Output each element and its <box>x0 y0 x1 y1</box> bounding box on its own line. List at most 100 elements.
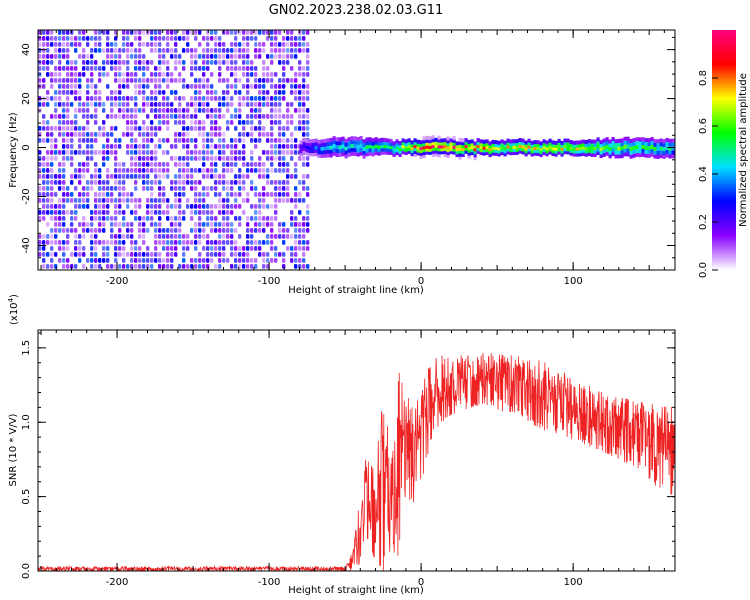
noise-cell <box>54 36 58 41</box>
noise-cell <box>114 258 118 263</box>
noise-cell <box>122 252 126 257</box>
noise-cell <box>270 84 274 89</box>
noise-cell <box>98 240 102 245</box>
noise-cell <box>238 42 242 47</box>
noise-cell <box>174 198 178 203</box>
noise-cell <box>114 246 118 251</box>
signal-cell <box>671 154 675 159</box>
noise-cell <box>246 36 250 41</box>
noise-cell <box>86 60 90 65</box>
noise-cell <box>302 174 306 179</box>
noise-cell <box>82 132 86 137</box>
noise-cell <box>198 192 202 197</box>
noise-cell <box>246 54 250 59</box>
noise-cell <box>82 228 86 233</box>
signal-cell <box>533 148 537 153</box>
noise-cell <box>190 186 194 191</box>
noise-cell <box>182 216 186 221</box>
noise-cell <box>74 114 78 119</box>
noise-cell <box>182 192 186 197</box>
noise-cell <box>174 228 178 233</box>
noise-cell <box>158 204 162 209</box>
noise-cell <box>262 186 266 191</box>
signal-cell <box>392 147 396 152</box>
noise-cell <box>70 132 74 137</box>
noise-cell <box>202 48 206 53</box>
noise-cell <box>102 252 106 257</box>
noise-cell <box>274 30 278 35</box>
noise-cell <box>74 126 78 131</box>
noise-cell <box>302 72 306 77</box>
signal-cell <box>653 146 657 151</box>
noise-cell <box>306 66 310 71</box>
signal-cell <box>449 150 453 155</box>
signal-cell <box>341 136 345 141</box>
noise-cell <box>286 228 290 233</box>
noise-cell <box>230 42 234 47</box>
noise-cell <box>130 198 134 203</box>
noise-cell <box>194 54 198 59</box>
noise-cell <box>114 198 118 203</box>
noise-cell <box>94 228 98 233</box>
noise-cell <box>78 36 82 41</box>
noise-cell <box>218 210 222 215</box>
signal-cell <box>338 137 342 142</box>
signal-cell <box>623 144 627 149</box>
signal-cell <box>380 144 384 149</box>
noise-cell <box>238 102 242 107</box>
noise-cell <box>210 72 214 77</box>
signal-cell <box>602 138 606 143</box>
noise-cell <box>290 198 294 203</box>
noise-cell <box>302 108 306 113</box>
noise-cell <box>102 186 106 191</box>
noise-cell <box>202 108 206 113</box>
noise-cell <box>114 138 118 143</box>
signal-cell <box>641 141 645 146</box>
signal-cell <box>464 141 468 145</box>
noise-cell <box>242 252 246 257</box>
noise-cell <box>266 132 270 137</box>
noise-cell <box>202 246 206 251</box>
noise-cell <box>166 168 170 173</box>
noise-cell <box>154 114 158 119</box>
noise-cell <box>146 186 150 191</box>
noise-cell <box>258 204 262 209</box>
noise-cell <box>86 162 90 167</box>
signal-cell <box>398 141 402 146</box>
noise-cell <box>290 234 294 239</box>
noise-cell <box>294 252 298 257</box>
signal-cell <box>437 135 441 140</box>
signal-cell <box>422 145 426 150</box>
noise-cell <box>258 126 262 131</box>
noise-cell <box>254 54 258 59</box>
noise-cell <box>126 204 130 209</box>
noise-cell <box>226 258 230 263</box>
noise-cell <box>102 156 106 161</box>
noise-cell <box>298 180 302 185</box>
noise-cell <box>110 264 114 269</box>
noise-cell <box>290 156 294 161</box>
noise-cell <box>86 204 90 209</box>
signal-cell <box>407 147 411 152</box>
snr-frame <box>37 329 676 572</box>
noise-cell <box>174 222 178 227</box>
noise-cell <box>242 66 246 71</box>
noise-cell <box>178 72 182 77</box>
signal-cell <box>443 150 447 154</box>
signal-cell <box>326 149 330 154</box>
noise-cell <box>170 240 174 245</box>
signal-cell <box>362 146 366 151</box>
noise-cell <box>294 234 298 239</box>
noise-cell <box>282 258 286 263</box>
noise-cell <box>186 168 190 173</box>
signal-cell <box>440 141 444 146</box>
noise-cell <box>182 246 186 251</box>
signal-cell <box>368 151 372 156</box>
noise-cell <box>70 180 74 185</box>
noise-cell <box>94 36 98 41</box>
signal-cell <box>644 149 648 154</box>
noise-cell <box>70 162 74 167</box>
noise-cell <box>182 162 186 167</box>
noise-cell <box>38 210 42 215</box>
signal-cell <box>446 142 450 147</box>
